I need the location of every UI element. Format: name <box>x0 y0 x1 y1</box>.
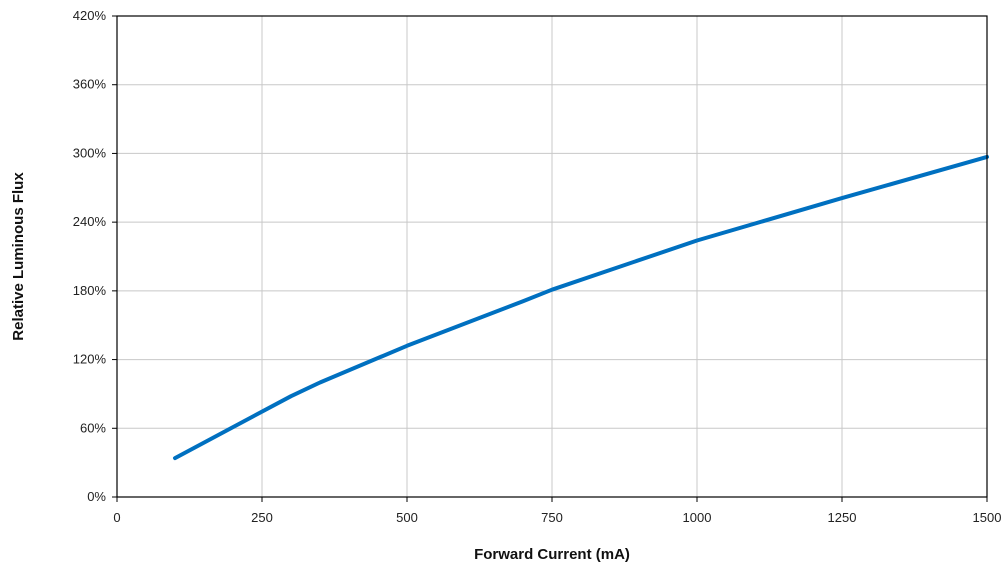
grid <box>117 16 987 497</box>
y-axis-title: Relative Luminous Flux <box>10 172 27 341</box>
x-tick-label: 0 <box>113 510 120 525</box>
series-line <box>173 154 989 461</box>
x-tick-label: 1250 <box>828 510 857 525</box>
y-tick-label: 240% <box>73 214 107 229</box>
y-tick-label: 120% <box>73 352 107 367</box>
y-tick-label: 0% <box>87 489 106 504</box>
axis-ticks: 0 250 500 750 1000 1250 1500 0% 60% 120% 180% 240% 3… <box>73 8 1002 525</box>
x-tick-label: 1000 <box>683 510 712 525</box>
y-tick-label: 180% <box>73 283 107 298</box>
y-tick-label: 360% <box>73 77 107 92</box>
x-tick-label: 1500 <box>973 510 1002 525</box>
x-tick-label: 500 <box>396 510 418 525</box>
x-tick-label: 250 <box>251 510 273 525</box>
y-tick-label: 420% <box>73 8 107 23</box>
series-layer <box>173 154 989 461</box>
y-tick-label: 60% <box>80 420 106 435</box>
y-tick-label: 300% <box>73 145 107 160</box>
x-tick-label: 750 <box>541 510 563 525</box>
x-axis-title: Forward Current (mA) <box>474 546 630 563</box>
